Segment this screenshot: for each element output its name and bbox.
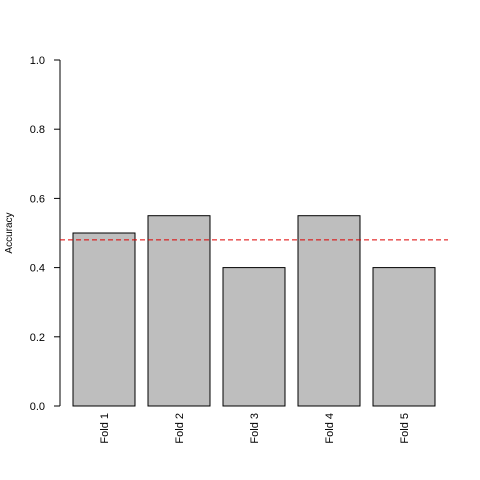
y-axis: 0.0 0.2 0.4 0.6 0.8 1.0: [30, 55, 61, 413]
bars: [72, 215, 436, 407]
y-tick-label: 0.0: [30, 401, 45, 413]
y-tick-label: 0.6: [30, 193, 45, 205]
bar-fold-3: [222, 267, 286, 407]
x-tick-label: Fold 1: [99, 413, 111, 444]
bar-fold-1: [72, 232, 136, 407]
bar-fold-4: [297, 215, 361, 407]
y-tick-label: 0.4: [30, 263, 45, 275]
y-axis-label: Accuracy: [4, 212, 15, 253]
y-tick-label: 0.2: [30, 332, 45, 344]
bar-fold-2: [147, 215, 211, 407]
x-tick-label: Fold 4: [324, 413, 336, 444]
x-tick-label: Fold 5: [399, 413, 411, 444]
x-tick-label: Fold 2: [174, 413, 186, 444]
x-tick-label: Fold 3: [249, 413, 261, 444]
y-tick-label: 0.8: [30, 124, 45, 136]
bar-fold-5: [372, 267, 436, 407]
y-tick-label: 1.0: [30, 55, 45, 67]
x-axis-labels: Fold 1 Fold 2 Fold 3 Fold 4 Fold 5: [99, 413, 411, 444]
